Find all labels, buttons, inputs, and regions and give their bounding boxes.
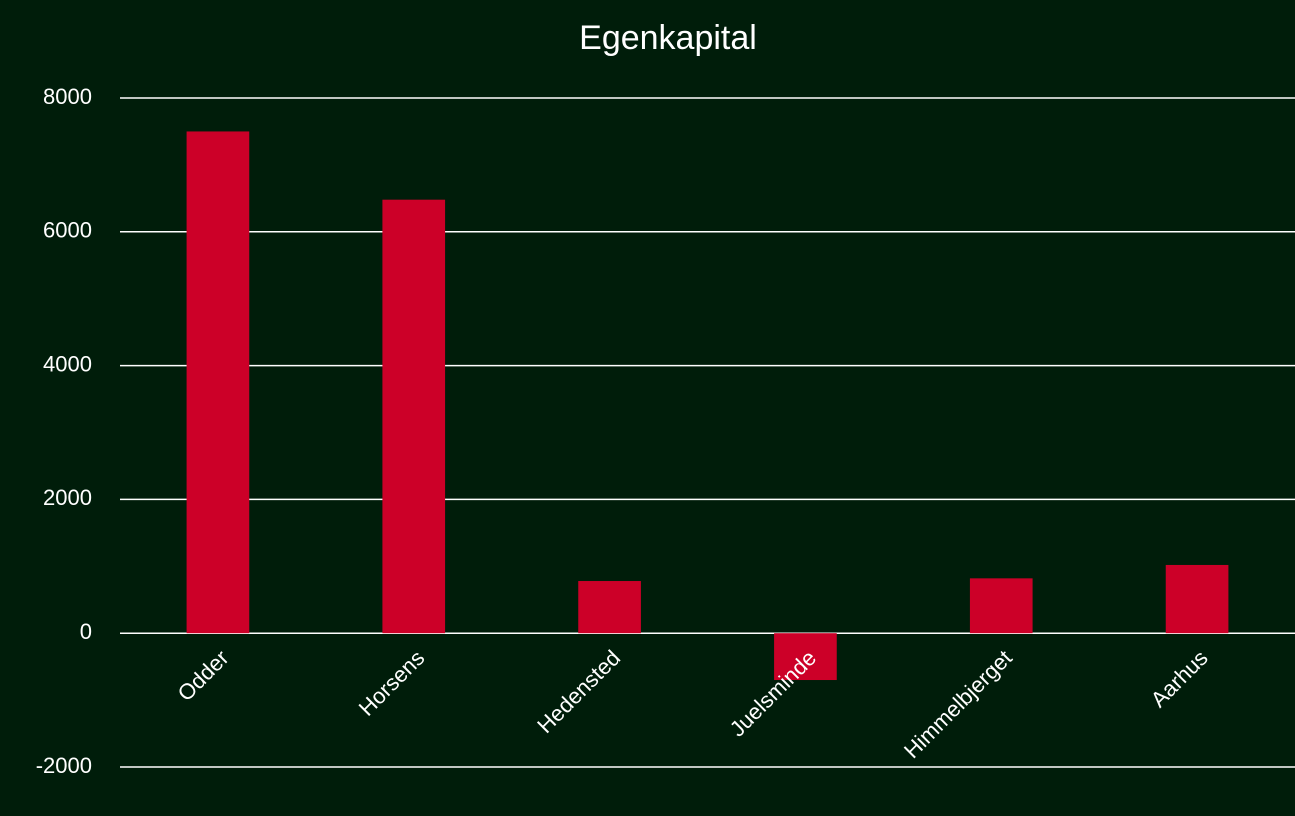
x-tick-label: Juelsminde (725, 645, 821, 741)
x-tick-label: Hedensted (532, 645, 625, 738)
bar (186, 131, 250, 634)
x-tick-label: Aarhus (1146, 645, 1213, 712)
y-tick-label: 2000 (43, 485, 92, 510)
bar (578, 581, 641, 634)
y-tick-label: 8000 (43, 84, 92, 109)
y-tick-label: -2000 (36, 753, 92, 778)
bar (382, 199, 446, 634)
bar (969, 578, 1033, 634)
x-tick-label: Odder (173, 645, 234, 706)
x-tick-label: Himmelbjerget (899, 645, 1017, 763)
chart-title: Egenkapital (579, 19, 757, 57)
y-tick-label: 4000 (43, 351, 92, 376)
bar (1165, 564, 1229, 634)
x-tick-label: Horsens (354, 645, 430, 721)
bar (774, 633, 837, 681)
y-tick-label: 0 (80, 619, 92, 644)
y-tick-label: 6000 (43, 218, 92, 243)
